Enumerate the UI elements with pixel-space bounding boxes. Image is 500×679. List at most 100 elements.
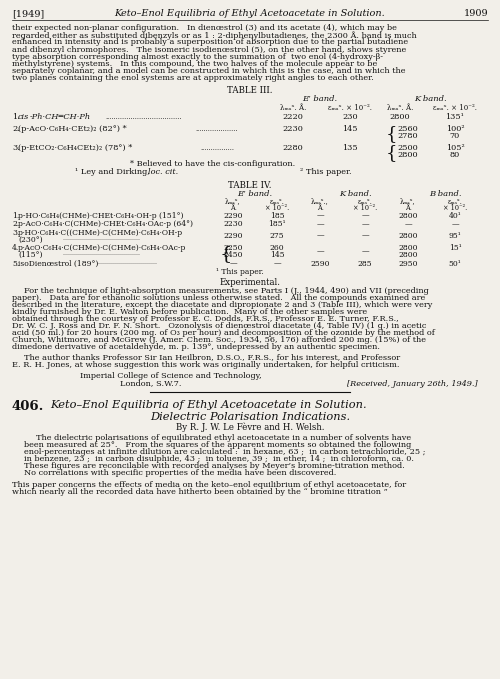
Text: ..............................: .............................. [97,259,157,265]
Text: εₘₐˣ.: εₘₐˣ. [358,198,372,206]
Text: Keto–Enol Equilibria of Ethyl Acetoacetate in Solution.: Keto–Enol Equilibria of Ethyl Acetoaceta… [114,9,386,18]
Text: ................: ................ [200,143,234,151]
Text: E. R. H. Jones, at whose suggestion this work was originally undertaken, for hel: E. R. H. Jones, at whose suggestion this… [12,361,400,369]
Text: 2450: 2450 [223,251,243,259]
Text: .......................................: ....................................... [62,251,140,256]
Text: 2950: 2950 [398,259,418,268]
Text: 2230: 2230 [282,125,304,132]
Text: 2290: 2290 [223,212,243,219]
Text: 2800: 2800 [398,212,418,219]
Text: E’ band.: E’ band. [302,94,338,103]
Text: Imperial College of Science and Technology,: Imperial College of Science and Technolo… [80,371,262,380]
Text: —: — [451,220,459,228]
Text: 1.: 1. [12,212,19,219]
Text: 2220: 2220 [282,113,304,121]
Text: Dr. W. C. J. Ross and Dr. F. N. Short.   Ozonolysis of dienœstrol diacetate (4, : Dr. W. C. J. Ross and Dr. F. N. Short. O… [12,322,426,329]
Text: × 10⁻².: × 10⁻². [353,204,377,212]
Text: —: — [361,212,369,219]
Text: For the technique of light-absorption measurements, see Parts I (J., 1944, 490) : For the technique of light-absorption me… [24,287,429,295]
Text: Keto–Enol Equilibria of Ethyl Acetoacetate in Solution.: Keto–Enol Equilibria of Ethyl Acetoaceta… [50,400,366,409]
Text: been measured at 25°.   From the squares of the apparent moments so obtained the: been measured at 25°. From the squares o… [24,441,411,449]
Text: 5.: 5. [12,259,19,268]
Text: This paper concerns the effects of media on the keto–enol equilibrium of ethyl a: This paper concerns the effects of media… [12,481,406,489]
Text: —: — [273,259,281,268]
Text: Experimental.: Experimental. [220,278,280,287]
Text: kindly furnished by Dr. E. Walton before publication.  Many of the other samples: kindly furnished by Dr. E. Walton before… [12,308,367,316]
Text: 2800: 2800 [398,244,418,252]
Text: acid (50 ml.) for 20 hours (200 mg. of O₃ per hour) and decomposition of the ozo: acid (50 ml.) for 20 hours (200 mg. of O… [12,329,435,337]
Text: —: — [361,220,369,228]
Text: {: { [220,245,232,263]
Text: in benzene, 23 ;  in carbon disulphide, 43 ;  in toluene, 39 ;  in ether, 14 ;  : in benzene, 23 ; in carbon disulphide, 4… [24,455,414,462]
Text: 230: 230 [342,113,358,121]
Text: 275: 275 [270,232,284,240]
Text: K band.: K band. [414,94,446,103]
Text: regarded either as substituted dibenzyls or as 1 : 2-diphenylbutadienes, the 230: regarded either as substituted dibenzyls… [12,31,417,40]
Text: p-AcO·C₆H₄·C(CHMe)·C(CHMe)·C₆H₄·OAc-p: p-AcO·C₆H₄·C(CHMe)·C(CHMe)·C₆H₄·OAc-p [18,244,186,252]
Text: Church, Whitmore, and McGrew (J. Amer. Chem. Soc., 1934, 56, 176) afforded 200 m: Church, Whitmore, and McGrew (J. Amer. C… [12,335,426,344]
Text: {: { [385,125,397,143]
Text: λₘₐˣ,: λₘₐˣ, [400,198,416,206]
Text: TABLE III.: TABLE III. [227,86,273,94]
Text: —: — [316,212,324,219]
Text: cis: cis [18,113,29,121]
Text: K band.: K band. [338,189,372,198]
Text: Å.: Å. [230,204,236,212]
Text: —: — [361,247,369,255]
Text: described in the literature, except the diacetate and dipropionate 2 and 3 (Tabl: described in the literature, except the … [12,301,432,308]
Text: {: { [385,143,397,162]
Text: ² This paper.: ² This paper. [300,168,352,176]
Text: —: — [316,232,324,240]
Text: 260: 260 [270,244,284,252]
Text: paper).   Data are for ethanolic solutions unless otherwise stated.   All the co: paper). Data are for ethanolic solutions… [12,293,425,301]
Text: -Ph·CH═CH·Ph: -Ph·CH═CH·Ph [30,113,91,121]
Text: —: — [229,259,237,268]
Text: εₘₐˣ.: εₘₐˣ. [448,198,462,206]
Text: two planes containing the enol systems are at approximately right angles to each: two planes containing the enol systems a… [12,75,374,82]
Text: εₘₐˣ. × 10⁻².: εₘₐˣ. × 10⁻². [433,104,477,111]
Text: 1909: 1909 [464,9,488,18]
Text: (230°): (230°) [18,236,42,244]
Text: εₘₐˣ.: εₘₐˣ. [270,198,284,206]
Text: 2800: 2800 [397,151,417,159]
Text: 4.: 4. [12,244,19,252]
Text: λₘₐˣ. Å.: λₘₐˣ. Å. [280,104,306,111]
Text: εₘₐˣ. × 10⁻².: εₘₐˣ. × 10⁻². [328,104,372,111]
Text: 2500: 2500 [397,143,418,151]
Text: 50¹: 50¹ [448,259,462,268]
Text: No correlations with specific properties of the media have been discovered.: No correlations with specific properties… [24,469,336,477]
Text: 2250: 2250 [223,244,243,252]
Text: enol-percentages at infinite dilution are calculated :  in hexane, 63 ;  in carb: enol-percentages at infinite dilution ar… [24,447,425,456]
Text: By R. J. W. Le Fèvre and H. Welsh.: By R. J. W. Le Fèvre and H. Welsh. [176,422,324,432]
Text: * Believed to have the cis-configuration.: * Believed to have the cis-configuration… [130,160,295,168]
Text: 406.: 406. [12,400,44,413]
Text: × 10⁻².: × 10⁻². [265,204,289,212]
Text: λₘₐˣ,: λₘₐˣ, [225,198,241,206]
Text: their expected non-planar configuration.   In dienœstrol (3) and its acetate (4): their expected non-planar configuration.… [12,24,397,32]
Text: (p-AcO·C₆H₄·CEt₂)₂ (82°) *: (p-AcO·C₆H₄·CEt₂)₂ (82°) * [18,125,126,132]
Text: 2590: 2590 [310,259,330,268]
Text: (115°): (115°) [18,251,42,259]
Text: 135: 135 [342,143,358,151]
Text: [1949]: [1949] [12,9,44,18]
Text: 2290: 2290 [223,232,243,240]
Text: 95¹: 95¹ [448,232,462,240]
Text: Å.: Å. [404,204,411,212]
Text: The dielectric polarisations of equilibrated ethyl acetoacetate in a number of s: The dielectric polarisations of equilibr… [36,434,411,441]
Text: obtained through the courtesy of Professor E. C. Dodds, F.R.S., Professor E. E. : obtained through the courtesy of Profess… [12,314,399,323]
Text: 285: 285 [358,259,372,268]
Text: 2800: 2800 [398,251,418,259]
Text: 2560: 2560 [397,125,418,132]
Text: TABLE IV.: TABLE IV. [228,181,272,189]
Text: 2230: 2230 [223,220,243,228]
Text: isoDienœstrol (189°): isoDienœstrol (189°) [18,259,98,268]
Text: 145: 145 [342,125,358,132]
Text: enhanced in intensity and is probably a superposition of absorption due to the p: enhanced in intensity and is probably a … [12,39,408,46]
Text: 2800: 2800 [398,232,418,240]
Text: The author thanks Professor Sir Ian Heilbron, D.S.O., F.R.S., for his interest, : The author thanks Professor Sir Ian Heil… [24,354,400,362]
Text: Å.: Å. [316,204,324,212]
Text: 145: 145 [270,251,284,259]
Text: —: — [316,220,324,228]
Text: λₘₐˣ.,: λₘₐˣ., [311,198,329,206]
Text: separately coplanar, and a model can be constructed in which this is the case, a: separately coplanar, and a model can be … [12,67,406,75]
